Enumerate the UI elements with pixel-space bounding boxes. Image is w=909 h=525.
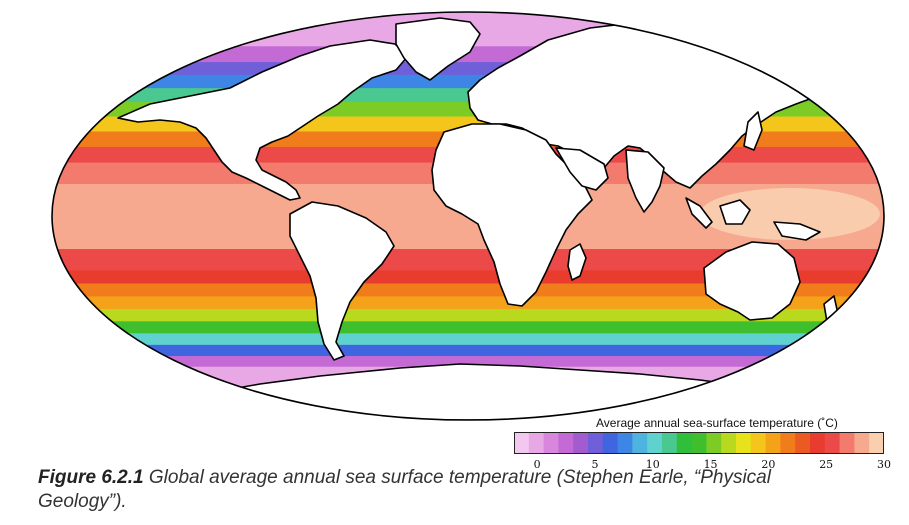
- legend-swatch-15: [736, 432, 752, 454]
- madagascar: [567, 243, 587, 281]
- legend-swatch-3: [558, 432, 574, 454]
- ocean-band-7: [52, 295, 884, 310]
- north-america: [117, 39, 409, 201]
- warm-pool-region: [700, 188, 880, 240]
- legend-tick-label: 25: [819, 458, 834, 471]
- africa: [431, 123, 593, 307]
- legend-swatch-21: [824, 432, 840, 454]
- temperature-color-scale: [514, 432, 884, 454]
- legend-swatch-9: [647, 432, 663, 454]
- legend-swatch-6: [602, 432, 618, 454]
- legend-swatch-13: [706, 432, 722, 454]
- legend-swatch-20: [810, 432, 826, 454]
- legend-tick-label: 20: [761, 458, 776, 471]
- figure-caption-text: Global average annual sea surface temper…: [38, 467, 771, 512]
- legend-tick-label: 15: [703, 458, 718, 471]
- legend-swatch-12: [691, 432, 707, 454]
- borneo: [719, 199, 751, 225]
- ocean-band-2: [52, 355, 884, 367]
- ocean-band-6: [52, 308, 884, 322]
- legend-swatch-18: [780, 432, 796, 454]
- greenland: [395, 17, 481, 81]
- ocean-band-3: [52, 344, 884, 357]
- legend-swatch-22: [839, 432, 855, 454]
- antarctica: [59, 363, 884, 420]
- legend-swatch-0: [514, 432, 530, 454]
- south-america: [289, 201, 395, 361]
- legend-tick-label: 0: [533, 458, 541, 471]
- ocean-band-19: [52, 61, 884, 75]
- arabian-peninsula: [555, 147, 609, 191]
- figure-caption: Figure 6.2.1 Global average annual sea s…: [38, 466, 858, 514]
- legend-swatch-17: [765, 432, 781, 454]
- ocean-band-10: [52, 248, 884, 271]
- legend-swatch-11: [676, 432, 692, 454]
- legend-swatch-5: [588, 432, 604, 454]
- legend-tick-label: 10: [645, 458, 660, 471]
- india: [625, 149, 665, 213]
- legend-title: Average annual sea-surface temperature (…: [596, 416, 838, 430]
- legend-swatch-14: [721, 432, 737, 454]
- legend-swatch-19: [795, 432, 811, 454]
- legend-swatch-1: [528, 432, 544, 454]
- warm-pool: [700, 188, 880, 240]
- legend-swatch-4: [573, 432, 589, 454]
- legend-tick-label: 5: [591, 458, 599, 471]
- ocean-band-9: [52, 269, 884, 284]
- legend-swatch-8: [632, 432, 648, 454]
- legend-tick-label: 30: [877, 458, 891, 471]
- legend-swatch-23: [854, 432, 870, 454]
- legend-swatch-2: [543, 432, 559, 454]
- new-guinea: [773, 221, 821, 241]
- japan: [743, 111, 763, 151]
- ocean-band-8: [52, 283, 884, 297]
- legend-swatch-24: [869, 432, 884, 454]
- ocean-band-5: [52, 320, 884, 334]
- sumatra: [685, 197, 713, 229]
- figure-label: Figure 6.2.1: [38, 467, 144, 488]
- legend-swatch-16: [750, 432, 766, 454]
- legend-swatch-7: [617, 432, 633, 454]
- australia: [703, 241, 801, 321]
- legend-swatch-10: [662, 432, 678, 454]
- ocean-band-4: [52, 332, 884, 345]
- sea-surface-temperature-map: [51, 11, 885, 421]
